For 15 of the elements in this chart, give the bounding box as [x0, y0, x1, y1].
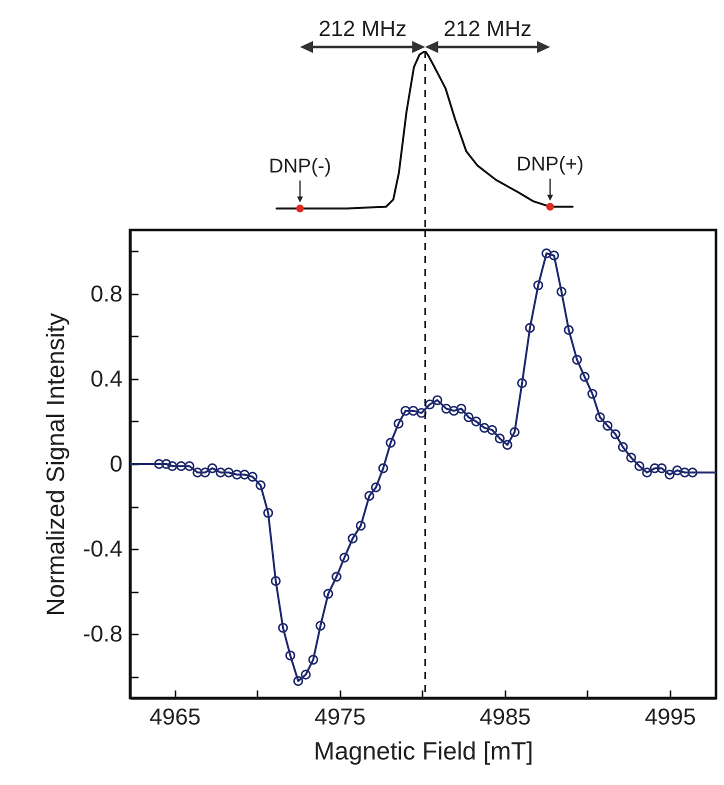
y-tick-label: 0.4: [90, 365, 123, 392]
annotation: DNP(+): [516, 154, 584, 176]
x-tick-label: 4995: [644, 704, 696, 730]
text: 212 MHz: [318, 16, 407, 41]
x-tick-label: 4965: [149, 704, 201, 730]
y-tick-label: 0: [110, 450, 122, 476]
y-axis-title: Normalized Signal Intensity: [42, 312, 70, 616]
y-tick-label: -0.8: [82, 620, 122, 647]
y-tick-label: 0.8: [90, 280, 122, 306]
annotation: DNP(-): [268, 156, 332, 178]
y-tick-label: -0.4: [82, 536, 123, 562]
x-tick-label: 4985: [480, 704, 531, 730]
x-axis-title: Magnetic Field [mT]: [314, 738, 534, 766]
x-tick-label: 4975: [314, 704, 366, 730]
text: 212 MHz: [444, 16, 532, 41]
